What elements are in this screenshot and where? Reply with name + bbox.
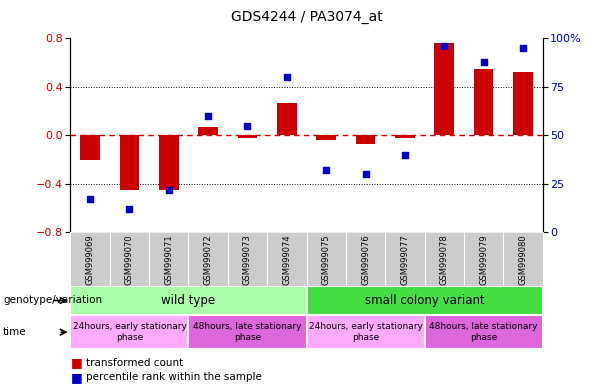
Text: transformed count: transformed count xyxy=(86,358,183,368)
Bar xyxy=(80,136,100,160)
Text: GDS4244 / PA3074_at: GDS4244 / PA3074_at xyxy=(230,10,383,23)
Bar xyxy=(189,315,306,349)
Text: GSM999075: GSM999075 xyxy=(322,234,330,285)
Text: GSM999072: GSM999072 xyxy=(204,234,213,285)
Point xyxy=(282,74,292,80)
Point xyxy=(243,122,253,129)
Text: GSM999079: GSM999079 xyxy=(479,234,488,285)
Bar xyxy=(424,315,543,349)
Text: wild type: wild type xyxy=(161,294,216,307)
Bar xyxy=(316,136,336,140)
Bar xyxy=(306,286,543,315)
Text: GSM999069: GSM999069 xyxy=(86,234,94,285)
Bar xyxy=(435,43,454,136)
Bar xyxy=(159,136,178,190)
Point xyxy=(400,152,409,158)
Bar xyxy=(513,72,533,136)
Bar xyxy=(70,315,189,349)
Text: GSM999080: GSM999080 xyxy=(519,234,527,285)
Point xyxy=(204,113,213,119)
Text: GSM999070: GSM999070 xyxy=(125,234,134,285)
Point xyxy=(518,45,528,51)
Bar xyxy=(238,136,257,138)
Text: GSM999077: GSM999077 xyxy=(400,234,409,285)
Text: GSM999078: GSM999078 xyxy=(440,234,449,285)
Text: percentile rank within the sample: percentile rank within the sample xyxy=(86,372,262,382)
Bar xyxy=(277,103,297,136)
Point xyxy=(164,187,173,193)
Point xyxy=(321,167,331,173)
Text: small colony variant: small colony variant xyxy=(365,294,484,307)
Point xyxy=(440,43,449,49)
Text: ■: ■ xyxy=(70,371,82,384)
Point xyxy=(479,59,489,65)
Text: time: time xyxy=(3,327,27,337)
Bar xyxy=(395,136,414,138)
Bar xyxy=(356,136,375,144)
Text: GSM999073: GSM999073 xyxy=(243,234,252,285)
Bar xyxy=(199,127,218,136)
Text: GSM999076: GSM999076 xyxy=(361,234,370,285)
Bar xyxy=(120,136,139,190)
Text: ■: ■ xyxy=(70,356,82,369)
Text: GSM999074: GSM999074 xyxy=(283,234,291,285)
Point xyxy=(124,206,134,212)
Point xyxy=(85,196,95,202)
Bar xyxy=(474,69,493,136)
Point xyxy=(360,171,370,177)
Text: GSM999071: GSM999071 xyxy=(164,234,173,285)
Text: 24hours, early stationary
phase: 24hours, early stationary phase xyxy=(72,323,186,342)
Text: 48hours, late stationary
phase: 48hours, late stationary phase xyxy=(429,323,538,342)
Bar xyxy=(70,286,306,315)
Bar xyxy=(306,315,424,349)
Text: 48hours, late stationary
phase: 48hours, late stationary phase xyxy=(193,323,302,342)
Text: 24hours, early stationary
phase: 24hours, early stationary phase xyxy=(308,323,422,342)
Text: genotype/variation: genotype/variation xyxy=(3,295,102,305)
